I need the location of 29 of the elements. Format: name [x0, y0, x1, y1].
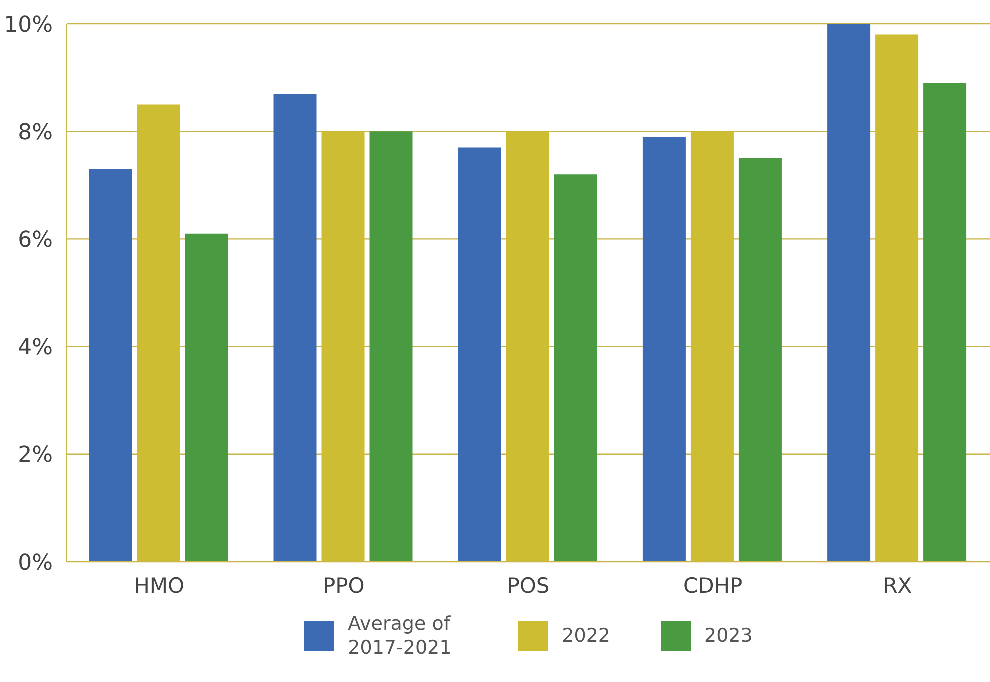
legend-label: Average of 2017-2021 [348, 612, 453, 660]
y-tick-label: 2% [18, 443, 53, 468]
y-tick-label: 6% [18, 228, 53, 254]
y-tick-label: 0% [18, 550, 53, 576]
legend-label: 2022 [562, 624, 610, 648]
bar [274, 94, 317, 562]
bar [322, 132, 365, 562]
y-tick-label: 4% [18, 336, 53, 361]
x-tick-label: RX [883, 574, 912, 598]
x-tick-label: HMO [134, 574, 185, 598]
x-tick-label: PPO [322, 574, 365, 598]
bar [876, 34, 919, 562]
bar [137, 104, 180, 562]
bar [458, 148, 502, 562]
bar [828, 24, 871, 562]
bar [924, 83, 967, 562]
bar [506, 132, 550, 562]
bar [89, 169, 132, 562]
bar [690, 132, 734, 562]
bar [370, 132, 413, 562]
bar [642, 136, 686, 562]
bar [554, 174, 598, 562]
bar [185, 234, 228, 562]
x-tick-label: CDHP [683, 574, 743, 598]
legend-label: 2023 [704, 624, 753, 648]
x-tick-label: POS [507, 574, 550, 598]
y-tick-label: 10% [4, 12, 53, 38]
bar [738, 158, 782, 562]
y-tick-label: 8% [18, 120, 53, 146]
